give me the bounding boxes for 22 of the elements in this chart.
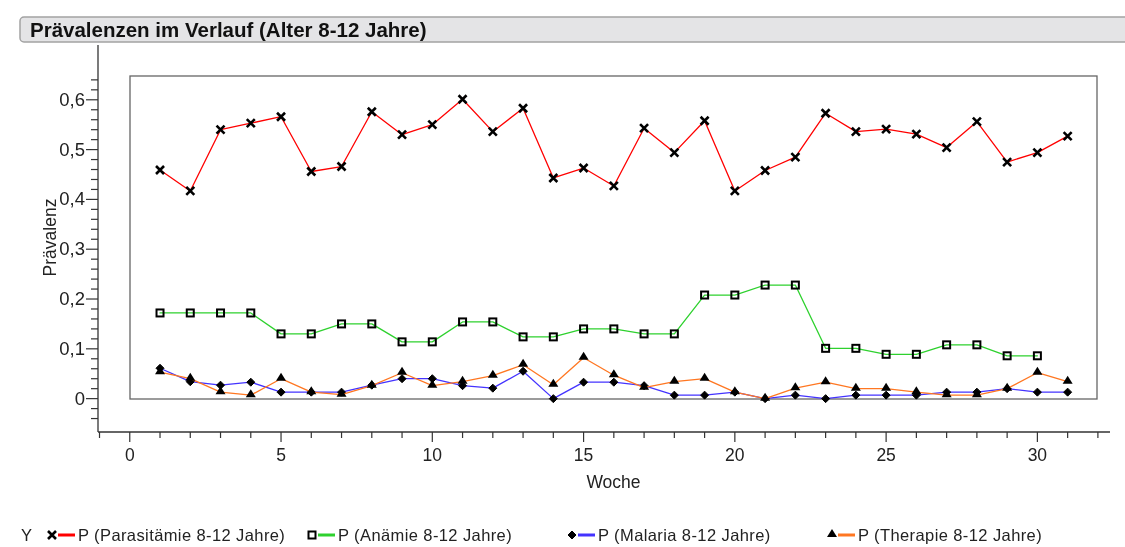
legend-label: P (Anämie 8-12 Jahre) [338, 526, 513, 544]
legend-label: P (Parasitämie 8-12 Jahre) [78, 526, 286, 544]
x-tick-label: 5 [276, 445, 286, 465]
y-tick-label: 0 [74, 387, 85, 409]
x-tick-label: 10 [422, 445, 443, 465]
legend-title: Y [21, 526, 33, 544]
x-tick-label: 15 [573, 445, 594, 465]
y-tick-label: 0,6 [59, 88, 85, 110]
y-axis-title: Prävalenz [40, 198, 60, 277]
legend-label: P (Therapie 8-12 Jahre) [858, 526, 1043, 544]
y-tick-label: 0,5 [59, 138, 85, 160]
x-tick-label: 20 [725, 445, 745, 465]
y-tick-label: 0,4 [59, 188, 85, 210]
y-tick-label: 0,2 [59, 288, 85, 310]
y-tick-label: 0,1 [59, 337, 85, 359]
x-axis-title: Woche [586, 472, 641, 492]
y-tick-label: 0,3 [59, 238, 85, 260]
chart-title: Prävalenzen im Verlauf (Alter 8-12 Jahre) [30, 18, 427, 41]
x-tick-label: 30 [1027, 445, 1048, 465]
x-tick-label: 25 [876, 445, 896, 465]
x-tick-label: 0 [124, 445, 135, 465]
legend-label: P (Malaria 8-12 Jahre) [598, 526, 771, 544]
